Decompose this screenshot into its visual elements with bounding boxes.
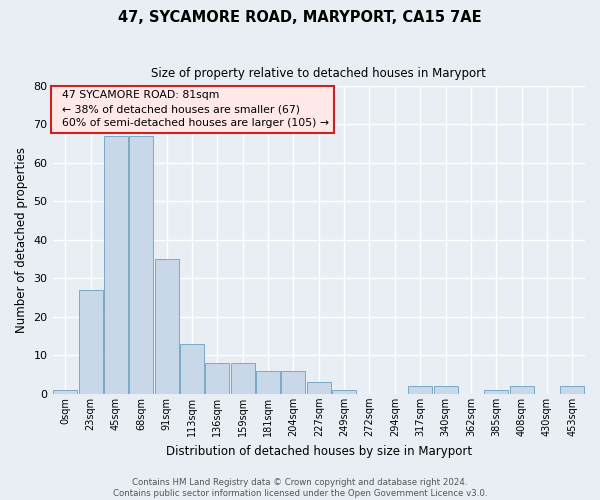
Bar (281, 371, 305, 394)
Bar (129, 136, 154, 394)
Y-axis label: Number of detached properties: Number of detached properties (15, 147, 28, 333)
Bar (560, 386, 584, 394)
Bar (408, 386, 432, 394)
Bar (104, 136, 128, 394)
Bar (180, 344, 204, 394)
Bar (307, 382, 331, 394)
Bar (332, 390, 356, 394)
Bar (434, 386, 458, 394)
Bar (484, 390, 508, 394)
Text: Contains HM Land Registry data © Crown copyright and database right 2024.
Contai: Contains HM Land Registry data © Crown c… (113, 478, 487, 498)
Bar (256, 371, 280, 394)
Bar (205, 363, 229, 394)
Bar (53, 390, 77, 394)
Bar (79, 290, 103, 394)
Bar (230, 363, 255, 394)
Title: Size of property relative to detached houses in Maryport: Size of property relative to detached ho… (151, 68, 486, 80)
X-axis label: Distribution of detached houses by size in Maryport: Distribution of detached houses by size … (166, 444, 472, 458)
Bar (509, 386, 533, 394)
Text: 47 SYCAMORE ROAD: 81sqm
  ← 38% of detached houses are smaller (67)
  60% of sem: 47 SYCAMORE ROAD: 81sqm ← 38% of detache… (55, 90, 329, 128)
Bar (155, 259, 179, 394)
Text: 47, SYCAMORE ROAD, MARYPORT, CA15 7AE: 47, SYCAMORE ROAD, MARYPORT, CA15 7AE (118, 10, 482, 25)
